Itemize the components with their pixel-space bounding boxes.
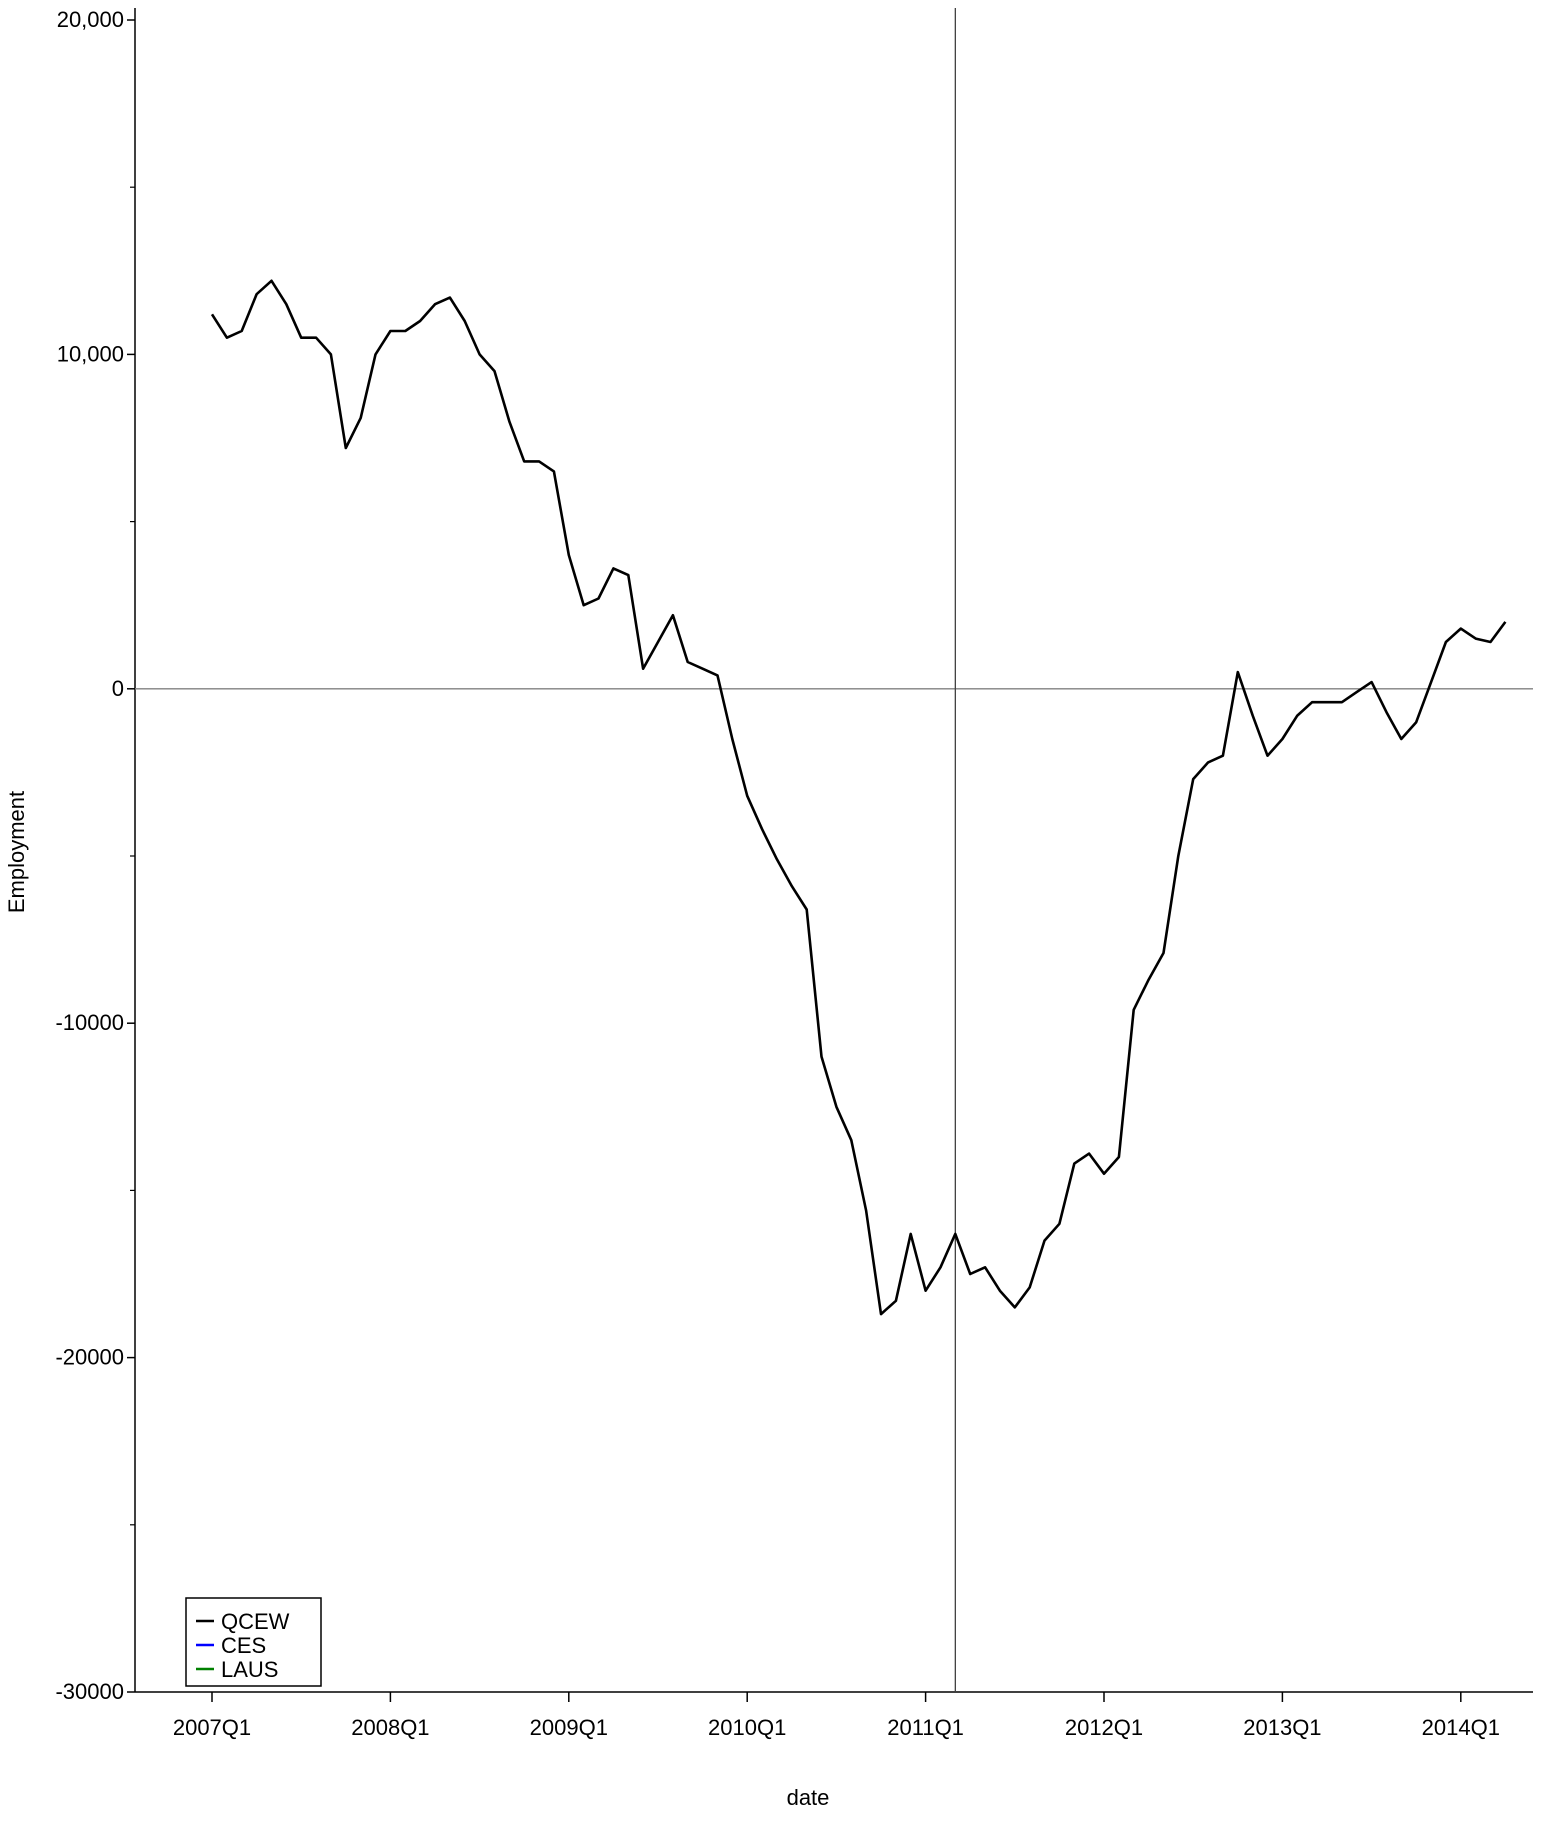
legend-label-ces: CES (221, 1633, 266, 1658)
x-tick-label: 2012Q1 (1065, 1715, 1143, 1740)
series-line-qcew (210, 279, 1507, 1316)
y-tick-label: -20000 (55, 1345, 124, 1370)
x-tick-label: 2009Q1 (530, 1715, 608, 1740)
legend-label-qcew: QCEW (221, 1609, 290, 1634)
legend-box (185, 1597, 322, 1687)
y-axis-title: Employment (4, 791, 29, 913)
reference-lines (135, 8, 1533, 1692)
series-layer (210, 279, 1507, 1316)
x-tick-label: 2008Q1 (351, 1715, 429, 1740)
y-tick-label: -10000 (55, 1010, 124, 1035)
y-tick-label: 0 (112, 676, 124, 701)
x-tick-label: 2014Q1 (1422, 1715, 1500, 1740)
x-axis-title: date (787, 1785, 830, 1810)
x-tick-label: 2010Q1 (708, 1715, 786, 1740)
legend-label-laus: LAUS (221, 1657, 278, 1682)
y-tick-label: 20,000 (57, 7, 124, 32)
axes-layer: 20,000 10,000 0 -10000 -20000 -30000 2007Q1 200… (55, 7, 1533, 1740)
y-tick-label: -30000 (55, 1679, 124, 1704)
x-tick-label: 2007Q1 (173, 1715, 251, 1740)
y-tick-label: 10,000 (57, 341, 124, 366)
x-tick-label: 2013Q1 (1243, 1715, 1321, 1740)
x-tick-label: 2011Q1 (887, 1715, 964, 1740)
